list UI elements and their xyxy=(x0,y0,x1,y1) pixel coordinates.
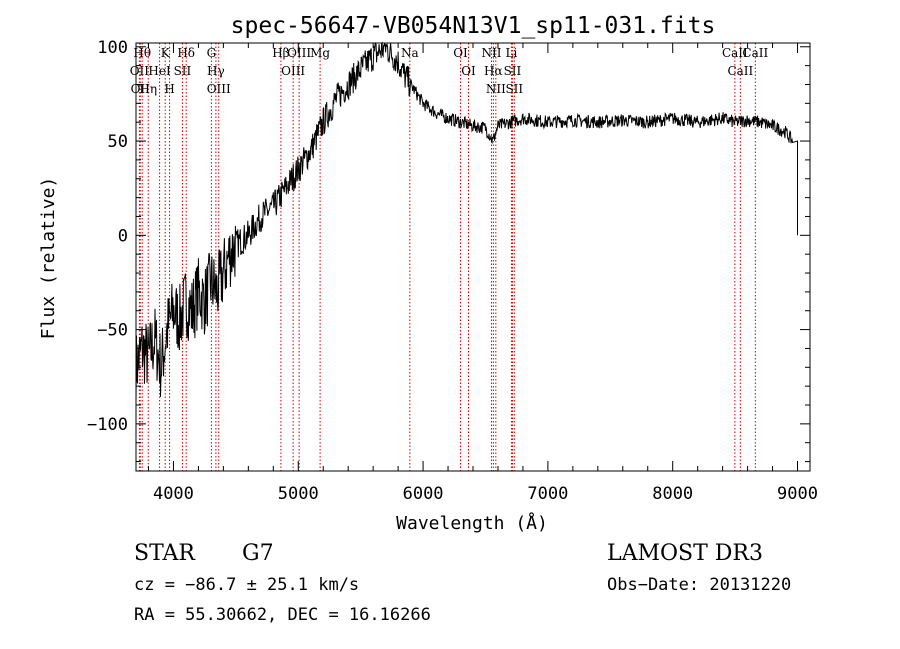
line-label: NII xyxy=(481,46,501,60)
line-label: Hγ xyxy=(207,64,225,78)
line-label: Li xyxy=(506,46,518,60)
ra-dec: RA = 55.30662, DEC = 16.16266 xyxy=(134,605,431,625)
line-label: Na xyxy=(401,46,419,60)
y-tick-label: 100 xyxy=(97,38,128,58)
survey-name: LAMOST DR3 xyxy=(607,541,763,566)
x-tick-label: 4000 xyxy=(153,484,194,504)
line-label: OIII xyxy=(281,64,305,78)
x-tick-label: 8000 xyxy=(652,484,693,504)
y-tick-label: −100 xyxy=(87,415,128,435)
line-label: CaII xyxy=(727,64,753,78)
redshift-cz: cz = −86.7 ± 25.1 km/s xyxy=(134,575,359,595)
line-label: H xyxy=(164,82,174,96)
x-tick-label: 9000 xyxy=(777,484,818,504)
y-axis-label: Flux (relative) xyxy=(38,177,59,340)
line-markers xyxy=(138,43,756,471)
line-label: G xyxy=(207,46,217,60)
line-label: NII xyxy=(486,82,506,96)
line-label: OIII xyxy=(287,46,311,60)
object-type: STAR xyxy=(134,541,196,566)
x-tick-label: 6000 xyxy=(403,484,444,504)
line-label: K xyxy=(161,46,171,60)
line-label: Hα xyxy=(484,64,503,78)
object-subclass: G7 xyxy=(242,541,274,566)
chart-title: spec-56647-VB054N13V1_sp11-031.fits xyxy=(231,13,716,39)
line-label: SII xyxy=(174,64,192,78)
obs-date: Obs−Date: 20131220 xyxy=(607,575,791,595)
line-label: HeI xyxy=(148,64,171,78)
y-tick-label: 50 xyxy=(108,132,128,152)
line-label: OII xyxy=(130,64,150,78)
line-label: SII xyxy=(505,82,523,96)
spectrum-line xyxy=(135,41,798,404)
line-label: CaII xyxy=(722,46,748,60)
x-tick-label: 7000 xyxy=(527,484,568,504)
line-label: Hβ xyxy=(272,46,289,60)
y-tick-label: 0 xyxy=(118,226,128,246)
series-group xyxy=(135,41,798,404)
x-axis-label: Wavelength (Å) xyxy=(396,512,548,534)
line-label: OIII xyxy=(207,82,231,96)
y-tick-label: −50 xyxy=(97,321,128,341)
line-label: Mg xyxy=(310,46,330,60)
plot-frame xyxy=(135,42,811,472)
line-label: CaII xyxy=(742,46,768,60)
line-label: SII xyxy=(504,64,522,78)
line-label: Hδ xyxy=(177,46,195,60)
x-tick-label: 5000 xyxy=(278,484,319,504)
line-label: OII xyxy=(131,82,151,96)
line-label: OI xyxy=(453,46,468,60)
line-label: Hη xyxy=(139,82,157,96)
line-label: Hθ xyxy=(133,46,151,60)
y-axis-ticks: −100 −50 0 50 100 xyxy=(87,38,810,463)
line-label: OI xyxy=(461,64,476,78)
x-axis-ticks: 4000 5000 6000 7000 8000 9000 xyxy=(147,43,818,504)
